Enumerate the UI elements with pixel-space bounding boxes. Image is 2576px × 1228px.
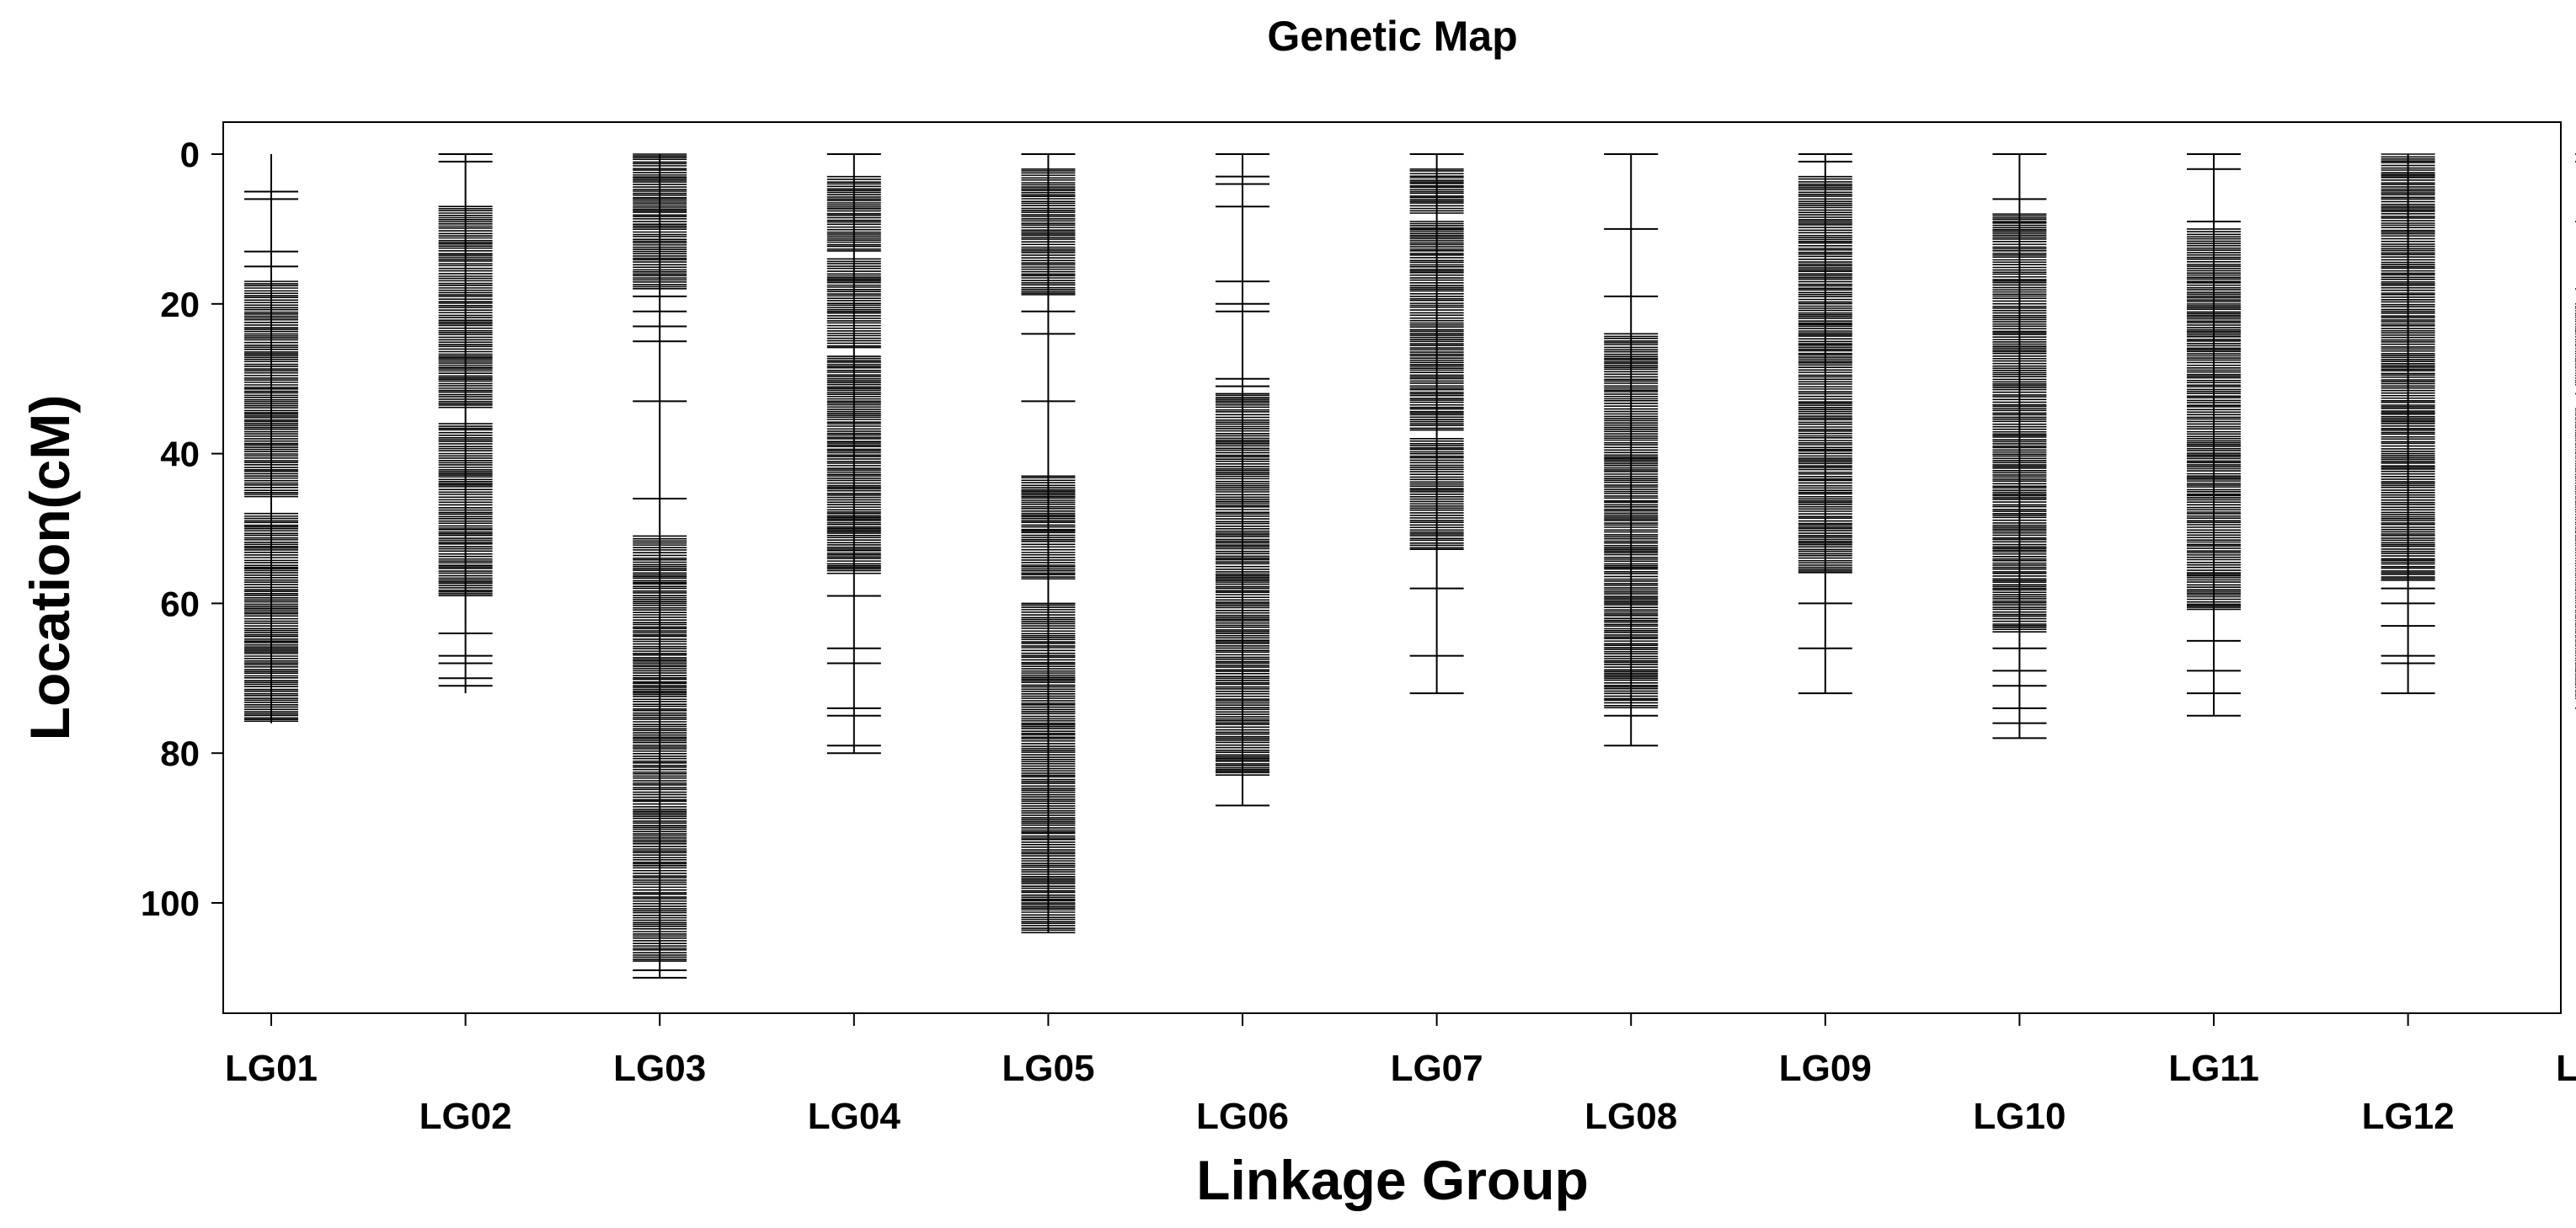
marker-cluster — [438, 423, 493, 596]
linkage-group-lg12 — [2381, 153, 2435, 695]
y-axis-label: Location(cM) — [19, 395, 81, 741]
marker-cluster — [633, 153, 687, 290]
y-tick-label: 40 — [160, 435, 200, 474]
marker-cluster — [2187, 228, 2241, 611]
chart-title: Genetic Map — [1267, 13, 1517, 60]
x-axis-label: Linkage Group — [1196, 1149, 1589, 1211]
linkage-group-lg11 — [2187, 153, 2241, 717]
x-tick-label: LG04 — [808, 1096, 901, 1137]
linkage-group-lg08 — [1604, 153, 1659, 747]
marker-cluster — [1798, 175, 1852, 574]
y-axis: 0 20 40 60 80 100 — [141, 135, 223, 923]
marker-cluster — [244, 280, 298, 498]
linkage-group-lg01 — [244, 154, 298, 723]
marker-cluster — [438, 206, 493, 408]
linkage-group-lg05 — [1021, 153, 1076, 934]
marker-cluster — [244, 512, 298, 723]
x-tick-label: LG10 — [1973, 1096, 2066, 1137]
x-tick-label: LG09 — [1779, 1048, 1872, 1089]
x-tick-label: LG01 — [225, 1048, 318, 1089]
x-tick-label: LG05 — [1002, 1048, 1094, 1089]
x-tick-label: LG06 — [1196, 1096, 1289, 1137]
y-tick-label: 0 — [180, 135, 200, 174]
y-tick-label: 20 — [160, 285, 200, 324]
x-tick-label: LG07 — [1391, 1048, 1483, 1089]
marker-cluster — [1992, 213, 2047, 633]
x-tick-label: LG08 — [1585, 1096, 1677, 1137]
linkage-group-lg06 — [1216, 153, 1269, 807]
marker-cluster — [1409, 168, 1464, 214]
marker-cluster — [1021, 602, 1076, 934]
x-axis: LG01 LG02 LG03 LG04 LG05 LG06 LG07 LG08 LG09 LG10… — [225, 1013, 2576, 1137]
x-tick-label: LG02 — [420, 1096, 512, 1137]
plot-frame — [222, 121, 2562, 1014]
linkage-group-lg09 — [1798, 153, 1852, 695]
x-tick-label: LG11 — [2168, 1048, 2259, 1089]
linkage-group-lg03 — [633, 153, 687, 979]
linkage-group-lg04 — [826, 153, 881, 755]
y-tick-label: 60 — [160, 584, 200, 623]
marker-cluster — [826, 175, 881, 252]
marker-cluster — [1409, 221, 1464, 431]
y-tick-label: 80 — [160, 734, 200, 773]
marker-cluster — [1604, 333, 1659, 709]
y-tick-label: 100 — [141, 884, 200, 923]
linkage-groups — [244, 153, 2576, 979]
marker-cluster — [1216, 392, 1269, 777]
linkage-group-lg10 — [1992, 153, 2047, 739]
marker-cluster — [2381, 153, 2435, 581]
marker-cluster — [633, 535, 687, 962]
x-tick-label: LG13 — [2556, 1048, 2576, 1089]
marker-cluster — [826, 355, 881, 574]
x-tick-label: LG12 — [2362, 1096, 2455, 1137]
x-tick-label: LG03 — [613, 1048, 706, 1089]
linkage-group-lg02 — [438, 153, 493, 694]
marker-cluster — [1021, 475, 1076, 580]
linkage-group-lg07 — [1409, 153, 1464, 695]
marker-cluster — [1409, 438, 1464, 551]
marker-cluster — [826, 258, 881, 349]
marker-cluster — [1021, 168, 1076, 296]
